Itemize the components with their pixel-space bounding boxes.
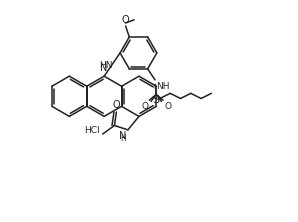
Text: O: O — [164, 102, 171, 111]
Text: S: S — [153, 95, 160, 105]
Text: O: O — [122, 15, 129, 25]
Text: NH: NH — [156, 82, 170, 91]
Text: H: H — [120, 134, 126, 143]
Text: HN: HN — [99, 61, 113, 70]
Text: HCl: HCl — [84, 126, 100, 135]
Text: N: N — [119, 131, 126, 141]
Text: N: N — [100, 63, 108, 73]
Text: O: O — [112, 100, 120, 110]
Text: O: O — [141, 102, 148, 111]
